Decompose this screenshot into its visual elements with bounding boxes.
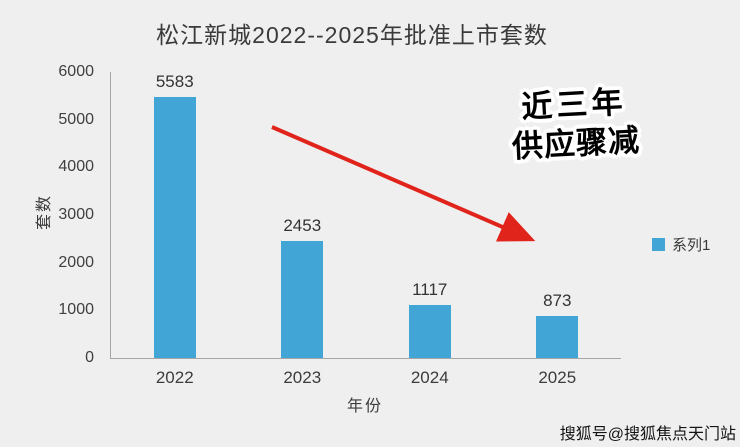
bar-value-label: 5583: [155, 72, 194, 91]
bar-2022[interactable]: [153, 97, 196, 358]
y-axis: 0 1000 2000 3000 4000 5000 6000: [0, 63, 102, 366]
x-tick-label: 2025: [538, 368, 577, 387]
y-tick-label: 1000: [58, 301, 94, 319]
annotation-supply-drop: 近三年 供应骤减: [466, 80, 684, 169]
y-tick-label: 0: [85, 349, 94, 366]
chart-title: 松江新城2022--2025年批准上市套数: [156, 22, 548, 48]
bar-value-label: 2453: [283, 216, 322, 236]
bar-column: 1117 2024: [366, 72, 494, 387]
bar-value-label: 1117: [412, 279, 448, 299]
bar-column: 2453 2023: [239, 72, 367, 387]
x-tick-label: 2022: [155, 368, 194, 387]
plot-area: 5583 2022 2453 2023 1117 2024 873 2025: [110, 72, 622, 387]
y-tick-label: 3000: [58, 206, 94, 223]
x-tick-label: 2024: [410, 368, 449, 387]
bar-column: 873 2025: [494, 72, 622, 387]
x-tick-label: 2023: [283, 368, 322, 387]
bar-value-label: 873: [543, 291, 572, 311]
watermark-text: 搜狐号@搜狐焦点天门站: [559, 426, 736, 443]
y-tick-label: 2000: [58, 253, 94, 271]
legend-swatch-series1: [652, 238, 665, 251]
bar-2025[interactable]: [536, 316, 579, 358]
y-tick-label: 4000: [58, 158, 94, 176]
y-tick-label: 5000: [58, 110, 94, 128]
legend-label-series1: 系列1: [672, 237, 711, 254]
legend[interactable]: 系列1: [652, 234, 710, 255]
y-tick-label: 6000: [58, 63, 94, 80]
bar-2023[interactable]: [281, 241, 324, 358]
x-axis-title: 年份: [346, 398, 383, 415]
bar-2024[interactable]: [408, 304, 451, 358]
bar-column: 5583 2022: [111, 72, 239, 387]
